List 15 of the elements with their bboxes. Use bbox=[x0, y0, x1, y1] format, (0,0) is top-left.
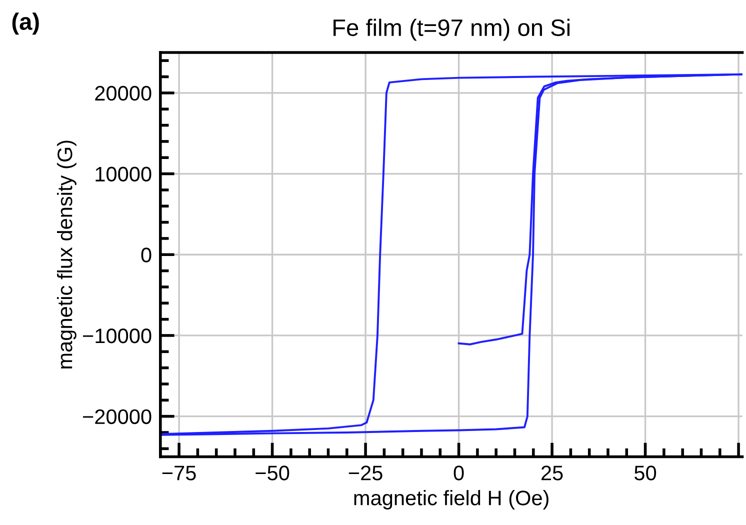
x-tick-label: −25 bbox=[348, 466, 382, 480]
y-tick-label: 0 bbox=[141, 248, 152, 262]
chart-title: Fe film (t=97 nm) on Si bbox=[334, 18, 570, 41]
x-tick-label: −50 bbox=[256, 466, 290, 480]
y-tick-label: −20000 bbox=[82, 409, 152, 424]
text: (a) bbox=[12, 12, 39, 35]
x-tick-label: 50 bbox=[634, 466, 656, 480]
x-tick-label: −75 bbox=[162, 466, 196, 480]
y-tick-label: −10000 bbox=[82, 328, 152, 344]
y-tick-label: 10000 bbox=[96, 166, 152, 182]
x-tick-label: 25 bbox=[542, 466, 563, 480]
x-tick-label: 0 bbox=[454, 466, 464, 480]
y-tick-label: 20000 bbox=[95, 86, 152, 101]
y-axis-title: magnetic flux density (G) bbox=[56, 140, 76, 368]
x-axis-title: magnetic field H (Oe) bbox=[354, 490, 548, 510]
